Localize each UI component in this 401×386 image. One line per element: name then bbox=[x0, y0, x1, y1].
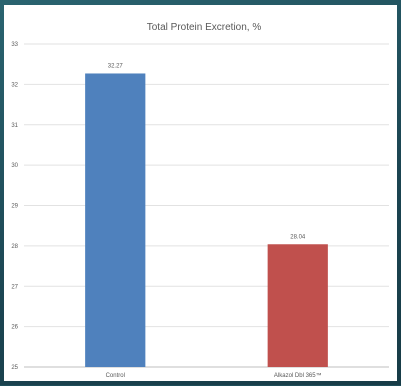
y-tick-label: 33 bbox=[11, 42, 18, 48]
bar-1 bbox=[267, 244, 328, 367]
x-tick-label: Alkazol Dbl 365™ bbox=[274, 372, 322, 379]
x-axis-ticks: Control Alkazol Dbl 365™ bbox=[106, 372, 322, 379]
y-tick-label: 31 bbox=[11, 123, 18, 129]
x-tick-label: Control bbox=[106, 373, 125, 379]
bar-chart: Total Protein Excretion, % 25 26 27 28 29 30 3… bbox=[11, 22, 389, 379]
y-tick-label: 27 bbox=[11, 284, 18, 290]
y-tick-label: 30 bbox=[11, 163, 18, 169]
data-label: 32.27 bbox=[108, 63, 124, 69]
bars bbox=[85, 73, 328, 367]
y-tick-label: 32 bbox=[11, 82, 18, 88]
y-tick-label: 26 bbox=[11, 325, 18, 331]
gridlines bbox=[24, 43, 389, 368]
bar-0 bbox=[85, 73, 146, 367]
y-tick-label: 29 bbox=[11, 204, 18, 210]
y-axis-ticks: 25 26 27 28 29 30 31 32 33 bbox=[11, 42, 18, 371]
chart-panel: Total Protein Excretion, % 25 26 27 28 29 30 3… bbox=[4, 5, 397, 381]
y-tick-label: 28 bbox=[11, 244, 18, 250]
data-label: 28.04 bbox=[290, 234, 306, 240]
chart-title: Total Protein Excretion, % bbox=[147, 22, 262, 33]
data-labels: 32.27 28.04 bbox=[108, 63, 306, 240]
y-tick-label: 25 bbox=[11, 365, 18, 371]
